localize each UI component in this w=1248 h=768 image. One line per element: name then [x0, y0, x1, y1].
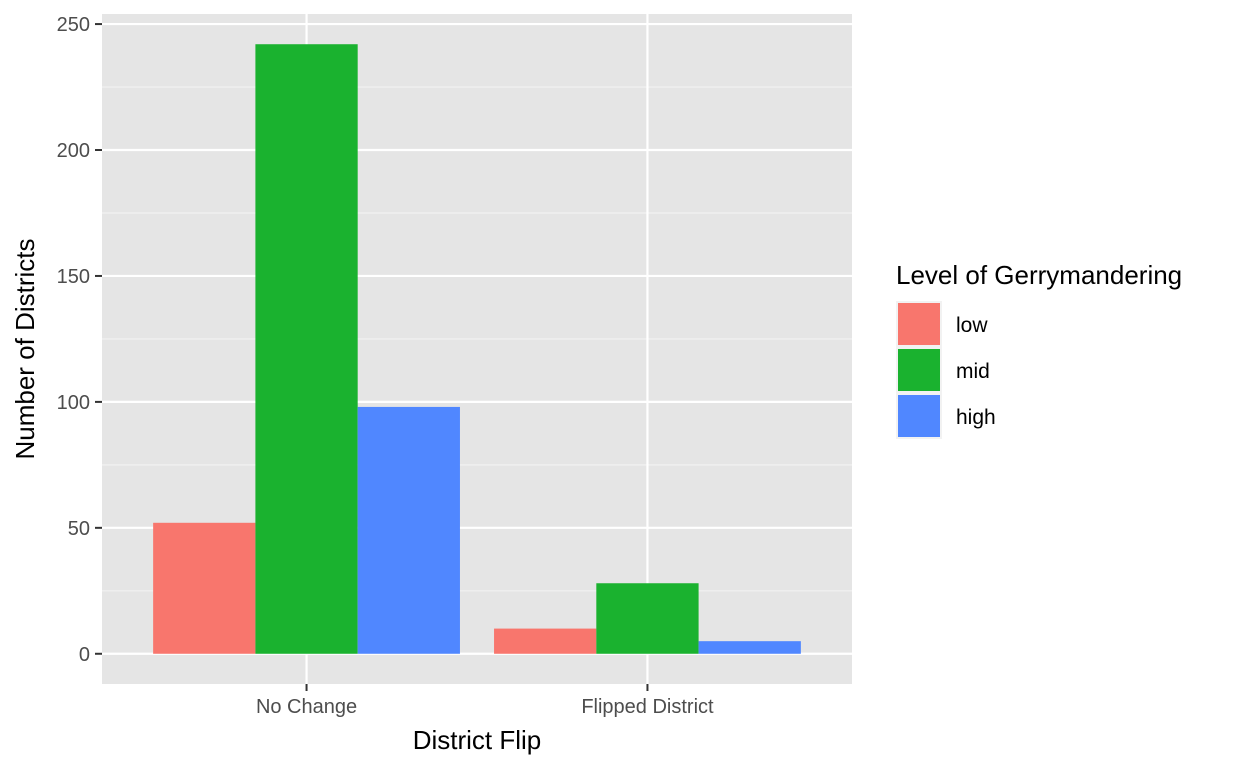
y-tick-label: 250	[57, 14, 90, 36]
legend: Level of Gerrymandering low mid high	[896, 260, 1182, 439]
x-axis-title: District Flip	[413, 725, 542, 755]
y-tick-label: 0	[79, 644, 90, 666]
bars	[153, 44, 801, 654]
x-tick-label: Flipped District	[581, 696, 714, 718]
y-tick-label: 50	[68, 518, 90, 540]
legend-label-mid: mid	[956, 360, 990, 383]
legend-swatch-mid	[898, 349, 940, 391]
bar-mid	[255, 44, 358, 654]
legend-swatch-high	[898, 395, 940, 437]
x-axis: No Change Flipped District	[256, 684, 714, 718]
y-tick-label: 200	[57, 140, 90, 162]
y-tick-label: 100	[57, 392, 90, 414]
y-axis: 0 50 100 150 200 250	[57, 14, 102, 666]
x-tick-label: No Change	[256, 696, 357, 718]
legend-label-low: low	[956, 314, 988, 337]
major-gridlines	[102, 14, 852, 684]
bar-high	[698, 641, 801, 654]
legend-label-high: high	[956, 406, 996, 429]
bar-low	[153, 522, 256, 654]
y-axis-title: Number of Districts	[10, 238, 40, 459]
bar-low	[494, 628, 597, 654]
bar-mid	[596, 583, 699, 654]
legend-title: Level of Gerrymandering	[896, 260, 1182, 290]
bar-high	[357, 406, 460, 654]
legend-swatch-low	[898, 303, 940, 345]
y-tick-label: 150	[57, 266, 90, 288]
